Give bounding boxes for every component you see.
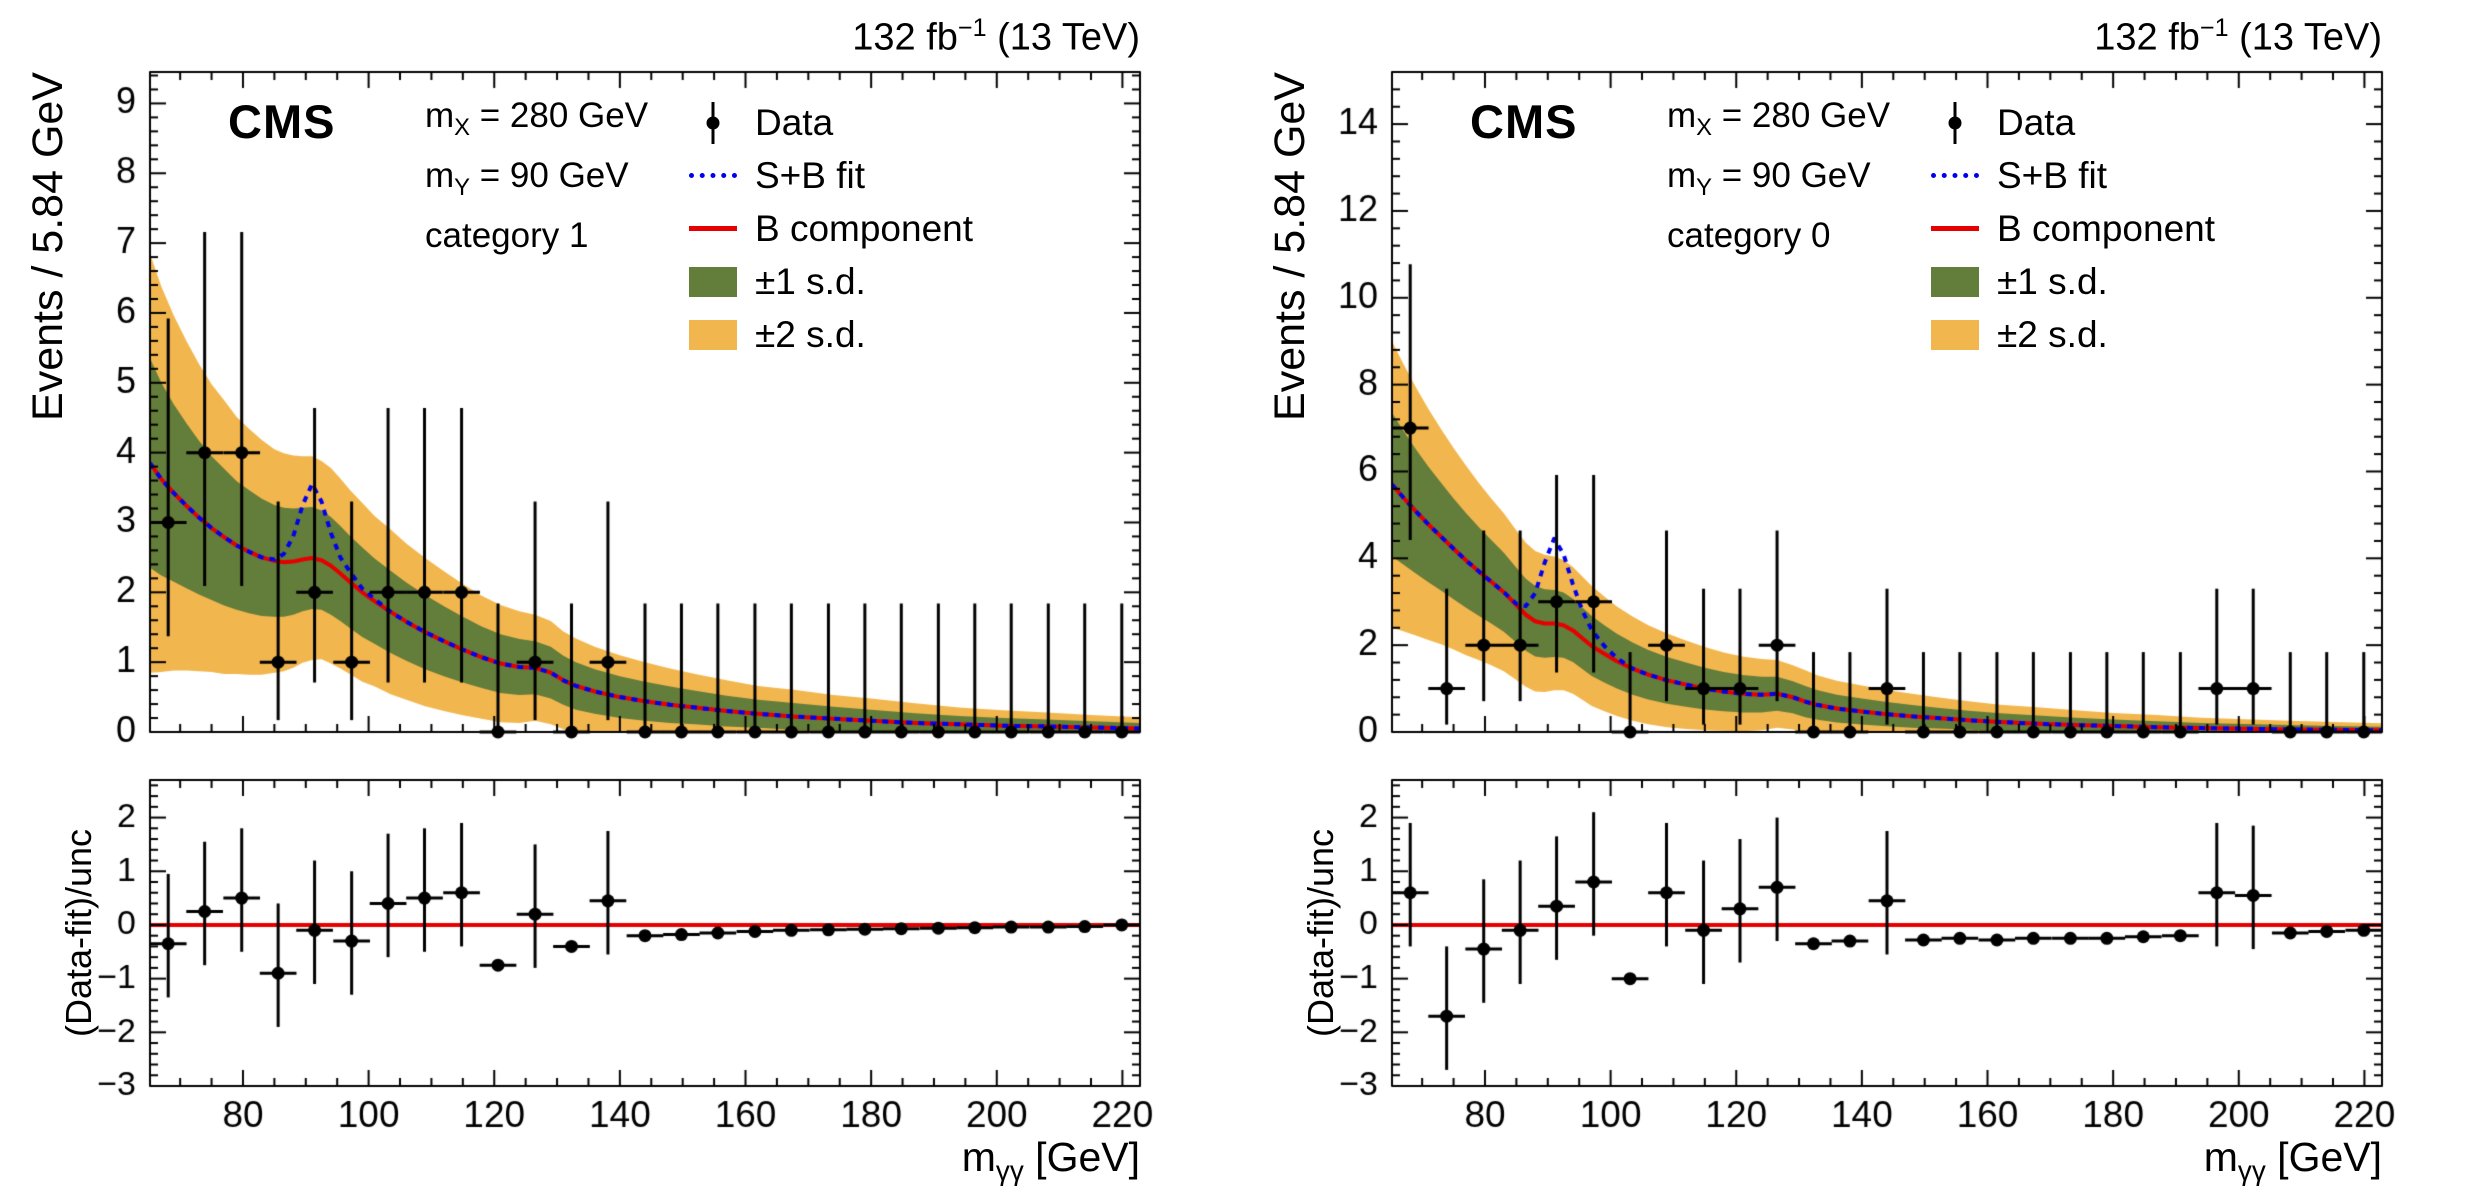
legend-label: S+B fit [1997, 154, 2108, 196]
panel-category-1: 132 fb−1 (13 TeV) CMS mX = 280 GeV mY = … [0, 0, 1242, 1191]
y-axis-title-ratio: (Data-fit)/unc [58, 828, 99, 1038]
legend-entry-data: Data [685, 96, 973, 149]
legend: Data S+B fit B component ±1 s.d. ±2 s.d. [685, 96, 973, 361]
mx-annotation: mX = 280 GeV [1667, 96, 1891, 141]
chart-canvas-category-0 [1242, 0, 2484, 1191]
legend-label: B component [1997, 207, 2216, 249]
legend-entry-1sd: ±1 s.d. [1927, 255, 2215, 308]
legend-entry-b-component: B component [1927, 202, 2215, 255]
lumi-exponent: −1 [957, 14, 987, 42]
legend-label: ±1 s.d. [1997, 260, 2108, 302]
annotation-block: mX = 280 GeV mY = 90 GeV category 1 [425, 92, 648, 260]
band-2sd-swatch [1931, 319, 1979, 350]
legend-label: Data [1997, 101, 2076, 143]
category-annotation: category 1 [425, 216, 589, 255]
chart-canvas-category-1 [0, 0, 1242, 1191]
data-marker-icon [1947, 100, 1963, 146]
legend-label: ±2 s.d. [1997, 313, 2108, 355]
lumi-text: 132 fb [852, 16, 958, 59]
legend-entry-data: Data [1927, 96, 2215, 149]
legend-entry-2sd: ±2 s.d. [1927, 308, 2215, 361]
cms-label: CMS [1470, 95, 1578, 148]
legend-entry-sb-fit: S+B fit [1927, 149, 2215, 202]
b-component-line-icon [1931, 226, 1979, 231]
x-axis-title: mγγ [GeV] [961, 1134, 1140, 1187]
lumi-energy: (13 TeV) [986, 16, 1140, 59]
legend: Data S+B fit B component ±1 s.d. ±2 s.d. [1927, 96, 2215, 361]
legend-label: Data [755, 101, 834, 143]
legend-entry-sb-fit: S+B fit [685, 149, 973, 202]
legend-label: B component [755, 207, 974, 249]
y-axis-title-main: Events / 5.84 GeV [1266, 72, 1314, 421]
band-1sd-swatch [689, 266, 737, 297]
y-axis-title-ratio: (Data-fit)/unc [1300, 828, 1341, 1038]
category-annotation: category 0 [1667, 216, 1831, 255]
legend-entry-2sd: ±2 s.d. [685, 308, 973, 361]
legend-label: ±2 s.d. [755, 313, 866, 355]
band-2sd-swatch [689, 319, 737, 350]
lumi-label: 132 fb−1 (13 TeV) [2094, 14, 2382, 60]
legend-label: S+B fit [755, 154, 866, 196]
sb-fit-line-icon [1931, 173, 1979, 178]
mx-annotation: mX = 280 GeV [425, 96, 649, 141]
my-annotation: mY = 90 GeV [1667, 156, 1871, 201]
x-axis-title: mγγ [GeV] [2203, 1134, 2382, 1187]
my-annotation: mY = 90 GeV [425, 156, 629, 201]
annotation-block: mX = 280 GeV mY = 90 GeV category 0 [1667, 92, 1890, 260]
lumi-energy: (13 TeV) [2228, 16, 2382, 59]
sb-fit-line-icon [689, 173, 737, 178]
lumi-label: 132 fb−1 (13 TeV) [852, 14, 1140, 60]
y-axis-title-main: Events / 5.84 GeV [24, 72, 72, 421]
lumi-exponent: −1 [2199, 14, 2229, 42]
legend-label: ±1 s.d. [755, 260, 866, 302]
b-component-line-icon [689, 226, 737, 231]
panel-category-0: 132 fb−1 (13 TeV) CMS mX = 280 GeV mY = … [1242, 0, 2484, 1191]
band-1sd-swatch [1931, 266, 1979, 297]
lumi-text: 132 fb [2094, 16, 2200, 59]
data-marker-icon [705, 100, 721, 146]
legend-entry-b-component: B component [685, 202, 973, 255]
legend-entry-1sd: ±1 s.d. [685, 255, 973, 308]
cms-label: CMS [228, 95, 336, 148]
